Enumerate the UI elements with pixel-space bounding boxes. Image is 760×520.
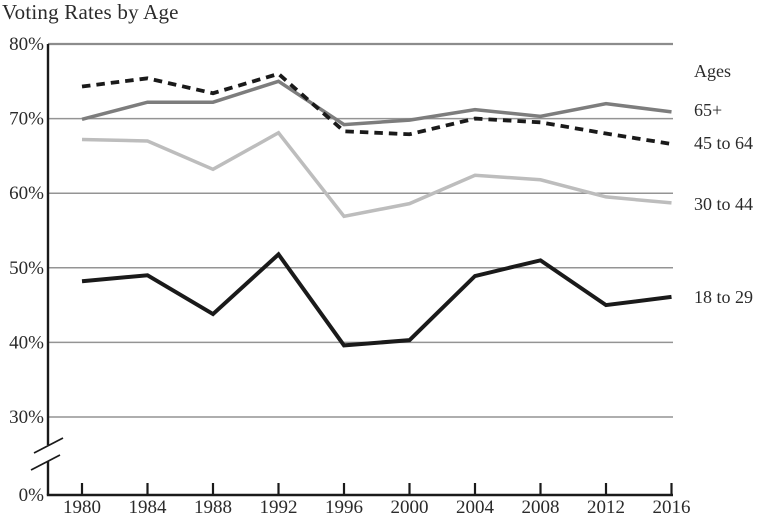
series-line-30-to-44 [81, 130, 672, 219]
chart-title: Voting Rates by Age [2, 0, 179, 24]
axis-break-slash-lower [30, 454, 61, 471]
series-line-18-to-29 [81, 251, 672, 348]
y-tick-label-30: 30% [9, 407, 44, 428]
legend-item-45to64: 45 to 64 [694, 133, 754, 153]
y-tick-label-40: 40% [9, 332, 44, 353]
axis-break-slash-upper [33, 437, 64, 454]
x-tick-label-2016: 2016 [653, 497, 691, 518]
x-tick-label-2008: 2008 [522, 497, 560, 518]
y-tick-label-80: 80% [9, 34, 44, 55]
series-line-45-to-64 [81, 71, 672, 146]
y-tick-label-50: 50% [9, 258, 44, 279]
x-tick-label-2000: 2000 [391, 497, 429, 518]
x-tick-label-1996: 1996 [325, 497, 363, 518]
x-tick-label-2004: 2004 [456, 497, 495, 518]
y-tick-label-60: 60% [9, 183, 44, 204]
x-tick-label-1988: 1988 [194, 497, 232, 518]
legend-item-65plus: 65+ [694, 100, 723, 120]
x-tick-label-2012: 2012 [587, 497, 625, 518]
x-tick-label-1984: 1984 [129, 497, 168, 518]
legend-item-18to29: 18 to 29 [694, 287, 754, 307]
series-line-65plus [81, 79, 672, 127]
y-tick-label-0: 0% [19, 485, 45, 506]
x-tick-label-1980: 1980 [63, 497, 101, 518]
x-tick-label-1992: 1992 [260, 497, 298, 518]
legend-item-30to44: 30 to 44 [694, 194, 754, 214]
y-tick-label-70: 70% [9, 109, 44, 130]
legend-heading: Ages [694, 61, 731, 81]
